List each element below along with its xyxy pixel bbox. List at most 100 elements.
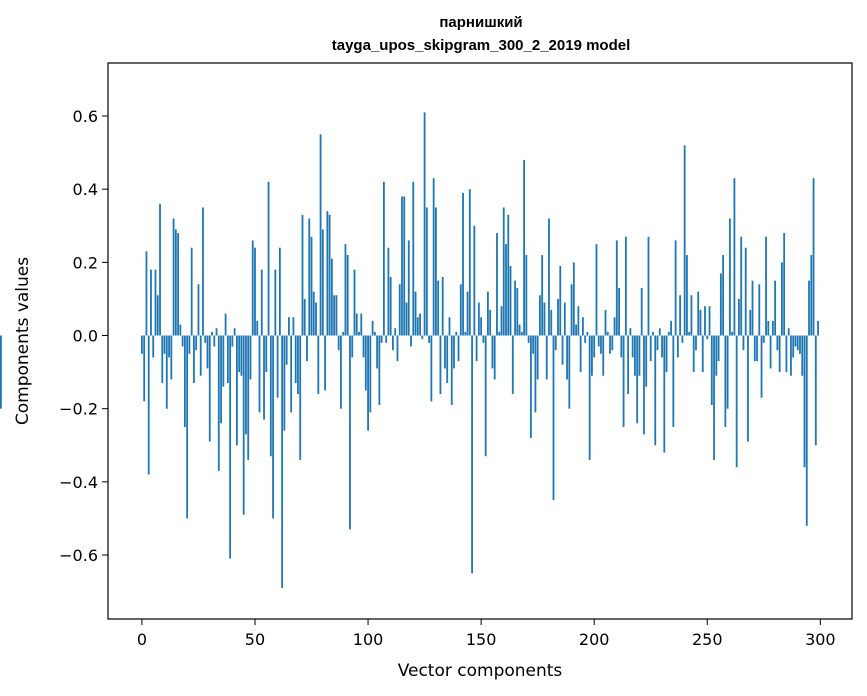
bar-215 (627, 335, 630, 395)
bar-253 (713, 335, 715, 460)
bar-185 (559, 266, 562, 336)
bar-229 (658, 328, 661, 336)
bar-299 (817, 320, 819, 336)
bar-4 (150, 269, 152, 336)
bar-268 (747, 335, 749, 442)
bar-82 (326, 211, 329, 336)
bar-10 (163, 335, 166, 354)
bar-70 (299, 335, 302, 460)
bar-212 (620, 335, 623, 358)
bar-272 (756, 335, 758, 362)
bar-206 (606, 331, 609, 336)
bar-282 (778, 335, 781, 373)
bar-250 (706, 335, 709, 340)
bar-246 (697, 291, 700, 336)
bar-223 (645, 335, 648, 387)
bar-124 (421, 335, 424, 340)
bar-54 (263, 335, 265, 420)
bar-187 (563, 302, 566, 336)
bar-244 (692, 335, 695, 373)
bar-228 (656, 335, 659, 351)
bar-119 (410, 335, 412, 347)
bar-140 (457, 335, 460, 362)
bar-11 (165, 335, 168, 409)
bar-89 (342, 331, 345, 336)
bar-178 (543, 302, 546, 336)
bar-29 (206, 335, 209, 369)
bar-135 (446, 335, 449, 384)
bar-34 (217, 335, 220, 471)
bar-145 (468, 189, 471, 336)
bar-25 (197, 284, 200, 336)
bar-134 (444, 335, 446, 369)
y-tick-label: −0.6 (59, 546, 98, 565)
bar-160 (502, 207, 505, 336)
bar-260 (728, 218, 731, 336)
bar-167 (518, 324, 521, 336)
bar-129 (432, 178, 435, 336)
bar-21 (188, 335, 191, 354)
bar-163 (509, 266, 512, 336)
bar-93 (351, 335, 354, 358)
bar-208 (611, 335, 614, 351)
bar-226 (652, 331, 654, 336)
bar-61 (278, 247, 281, 336)
bar-23 (193, 335, 195, 384)
bar-150 (480, 317, 483, 336)
bar-136 (448, 317, 451, 336)
bar-146 (471, 335, 473, 574)
bar-258 (724, 335, 727, 427)
bar-161 (505, 244, 507, 336)
y-tick-label: −0.4 (59, 473, 98, 492)
bar-123 (419, 313, 421, 336)
bar-173 (532, 335, 535, 354)
bar-15 (174, 229, 177, 336)
bar-149 (477, 302, 480, 336)
bar-128 (430, 335, 433, 402)
bar-290 (796, 335, 799, 351)
bar-126 (425, 207, 428, 336)
bar-255 (717, 335, 720, 362)
bar-225 (649, 335, 652, 362)
bar-188 (566, 335, 568, 380)
bar-41 (233, 328, 236, 336)
bar-184 (557, 298, 559, 336)
bar-169 (523, 159, 525, 336)
bar-172 (529, 335, 532, 438)
bar-190 (570, 284, 573, 336)
y-axis-ticks: −0.6 −0.4 −0.2 0.0 0.2 0.4 0.6 (59, 107, 108, 565)
bar-241 (686, 255, 688, 336)
bar-271 (753, 335, 756, 362)
bar-130 (435, 207, 437, 336)
bar-103 (373, 331, 376, 336)
bar-174 (534, 335, 537, 413)
bar-157 (496, 233, 498, 336)
bar-104 (376, 335, 379, 369)
bar-194 (579, 335, 582, 373)
bar-153 (487, 291, 489, 336)
bar-81 (324, 335, 326, 391)
bar-285 (785, 335, 788, 373)
bar-67 (292, 317, 295, 336)
bar-62 (281, 335, 284, 588)
bar-166 (516, 287, 519, 336)
bar-222 (643, 335, 645, 435)
bar-298 (814, 335, 817, 446)
bar-205 (604, 309, 607, 336)
bar-155 (491, 335, 494, 369)
bar-249 (704, 306, 706, 336)
bar-177 (541, 255, 544, 336)
bar-47 (247, 335, 250, 460)
bar-undefined (0, 335, 2, 409)
bar-38 (226, 335, 229, 384)
bar-91 (346, 255, 349, 336)
bar-108 (385, 335, 388, 343)
bar-44 (240, 335, 243, 376)
bar-288 (792, 335, 795, 358)
bar-151 (482, 335, 485, 343)
bar-144 (466, 291, 469, 336)
bar-20 (186, 335, 189, 519)
bar-137 (450, 335, 453, 406)
bar-19 (183, 335, 186, 427)
bar-45 (242, 335, 245, 515)
